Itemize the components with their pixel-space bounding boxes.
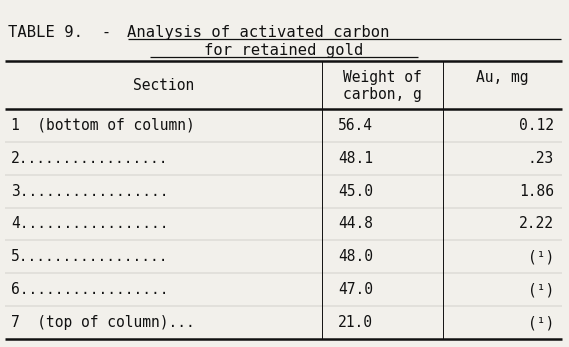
Text: Analysis of activated carbon: Analysis of activated carbon — [127, 25, 390, 40]
Text: 48.1: 48.1 — [338, 151, 373, 166]
Text: Weight of: Weight of — [343, 69, 422, 85]
Text: 44.8: 44.8 — [338, 217, 373, 231]
Text: 2.................: 2................. — [11, 151, 168, 166]
Text: 48.0: 48.0 — [338, 249, 373, 264]
Text: 56.4: 56.4 — [338, 118, 373, 133]
Text: 5.................: 5................. — [11, 249, 168, 264]
Text: TABLE 9.  -: TABLE 9. - — [8, 25, 121, 40]
Text: 2.22: 2.22 — [519, 217, 554, 231]
Text: 1.86: 1.86 — [519, 184, 554, 198]
Text: 45.0: 45.0 — [338, 184, 373, 198]
Text: 7  (top of column)...: 7 (top of column)... — [11, 315, 195, 330]
Text: Section: Section — [133, 77, 194, 93]
Text: 1  (bottom of column): 1 (bottom of column) — [11, 118, 195, 133]
Text: (¹): (¹) — [528, 315, 554, 330]
Text: 6.................: 6................. — [11, 282, 168, 297]
Text: 4.................: 4................. — [11, 217, 168, 231]
Text: 3.................: 3................. — [11, 184, 168, 198]
Text: .23: .23 — [528, 151, 554, 166]
Text: 47.0: 47.0 — [338, 282, 373, 297]
Text: for retained gold: for retained gold — [204, 43, 364, 58]
Text: 0.12: 0.12 — [519, 118, 554, 133]
Text: (¹): (¹) — [528, 282, 554, 297]
Text: carbon, g: carbon, g — [343, 86, 422, 102]
Text: 21.0: 21.0 — [338, 315, 373, 330]
Text: Au, mg: Au, mg — [476, 69, 529, 85]
Text: (¹): (¹) — [528, 249, 554, 264]
